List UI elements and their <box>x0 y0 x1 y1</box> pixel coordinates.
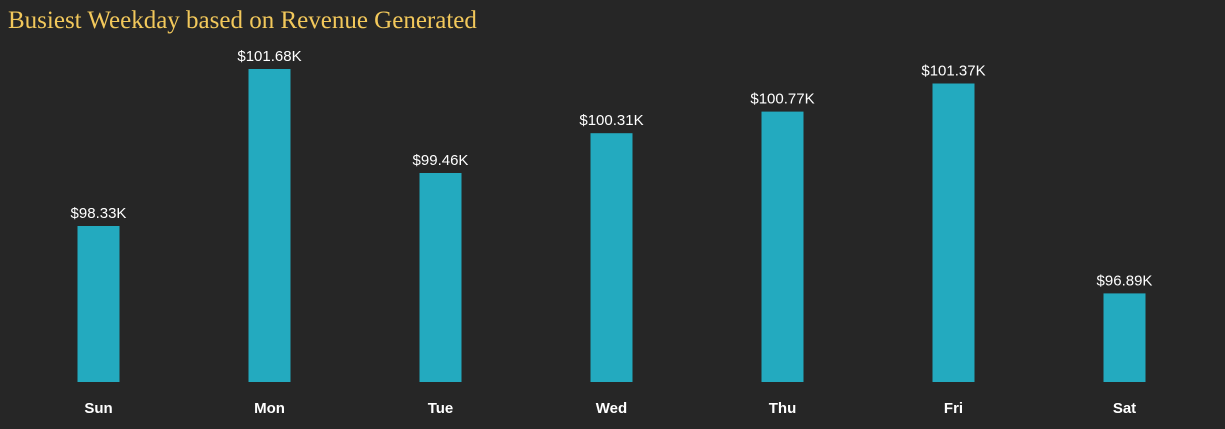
x-tick-label-mon: Mon <box>254 400 285 417</box>
data-label-fri: $101.37K <box>921 63 985 80</box>
bar-sun <box>77 226 120 382</box>
x-tick-label-tue: Tue <box>428 400 454 417</box>
bar-mon <box>248 69 291 382</box>
data-label-tue: $99.46K <box>413 152 469 169</box>
value-labels-layer: $98.33K $101.68K $99.46K $100.31K $100.77K $1… <box>71 48 1153 289</box>
bar-wed <box>590 133 633 382</box>
x-tick-label-sun: Sun <box>84 400 112 417</box>
x-tick-label-fri: Fri <box>944 400 963 417</box>
chart-title: Busiest Weekday based on Revenue Generat… <box>8 7 477 34</box>
bar-tue <box>419 173 462 382</box>
data-label-thu: $100.77K <box>750 91 814 108</box>
data-label-sun: $98.33K <box>71 205 127 222</box>
bars-layer <box>77 69 1146 382</box>
bar-sat <box>1103 293 1146 382</box>
category-labels-layer: Sun Mon Tue Wed Thu Fri Sat <box>84 400 1136 417</box>
data-label-wed: $100.31K <box>579 112 643 129</box>
x-tick-label-sat: Sat <box>1113 400 1136 417</box>
bar-fri <box>932 83 975 382</box>
x-tick-label-thu: Thu <box>769 400 797 417</box>
bar-thu <box>761 111 804 382</box>
data-label-sat: $96.89K <box>1097 272 1153 289</box>
x-tick-label-wed: Wed <box>596 400 627 417</box>
data-label-mon: $101.68K <box>237 48 301 65</box>
